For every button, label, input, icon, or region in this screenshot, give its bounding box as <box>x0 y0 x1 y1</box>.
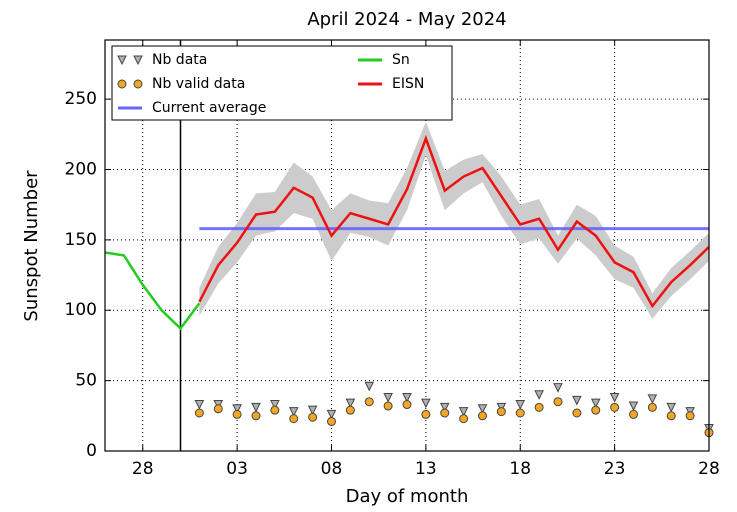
triangle-marker <box>515 400 526 410</box>
triangle-marker <box>270 400 280 410</box>
triangle-marker <box>458 407 469 417</box>
circle-marker <box>515 408 525 418</box>
circle-marker <box>629 409 638 419</box>
triangle-marker <box>288 407 299 417</box>
triangle-marker <box>421 398 431 409</box>
legend-label: EISN <box>392 76 424 92</box>
triangle-marker <box>590 398 601 409</box>
circle-marker <box>647 402 657 412</box>
plot-frame <box>104 39 710 452</box>
circle-marker <box>364 397 374 407</box>
circle-marker <box>421 409 431 419</box>
x-tick-label: 18 <box>509 459 531 479</box>
circle-marker <box>270 405 280 415</box>
legend-box <box>111 45 453 121</box>
triangle-marker <box>232 404 242 414</box>
legend-label: Nb data <box>152 52 207 68</box>
circle-marker <box>345 405 355 415</box>
triangle-marker <box>383 393 393 403</box>
legend-swatch <box>133 79 143 89</box>
y-tick-label: 150 <box>65 230 97 250</box>
x-tick-label: 13 <box>415 459 437 479</box>
x-tick-label: 28 <box>698 459 720 479</box>
chart-title: April 2024 - May 2024 <box>307 9 506 30</box>
y-tick-label: 0 <box>86 441 97 461</box>
y-tick-label: 250 <box>65 89 97 109</box>
circle-marker <box>572 408 582 418</box>
circle-marker <box>308 412 318 422</box>
y-tick-label: 100 <box>65 300 97 320</box>
triangle-marker <box>439 402 450 413</box>
x-tick-label: 23 <box>604 459 626 479</box>
circle-marker <box>327 416 336 426</box>
circle-marker <box>478 411 487 421</box>
triangle-marker <box>364 381 375 392</box>
triangle-marker <box>326 409 337 420</box>
triangle-marker <box>572 395 582 406</box>
circle-marker <box>459 414 469 424</box>
legend-swatch <box>133 55 143 66</box>
legend-label: Current average <box>152 100 266 116</box>
series-line <box>104 251 201 331</box>
triangle-marker <box>402 393 412 403</box>
circle-marker <box>685 411 695 421</box>
circle-marker <box>553 397 563 407</box>
triangle-marker <box>477 404 488 414</box>
circle-marker <box>289 414 299 424</box>
series-line <box>198 134 710 309</box>
x-axis-label: Day of month <box>346 486 469 507</box>
circle-marker <box>232 409 242 419</box>
circle-marker <box>440 408 450 418</box>
triangle-marker <box>194 400 205 410</box>
circle-marker <box>666 411 676 421</box>
error-band <box>199 121 709 319</box>
circle-marker <box>213 404 223 414</box>
legend-swatch <box>117 79 127 89</box>
legend-swatch <box>117 55 127 66</box>
circle-marker <box>251 411 261 421</box>
circle-marker <box>591 405 601 415</box>
y-tick-label: 50 <box>75 371 97 391</box>
y-axis-label: Sunspot Number <box>21 170 42 322</box>
circle-marker <box>383 401 393 411</box>
triangle-marker <box>307 405 318 416</box>
triangle-marker <box>628 401 639 412</box>
x-tick-label: 03 <box>226 459 248 479</box>
circle-marker <box>194 408 204 418</box>
triangle-marker <box>666 402 677 413</box>
circle-marker <box>496 407 506 417</box>
circle-marker <box>610 402 620 412</box>
x-tick-label: 08 <box>321 459 343 479</box>
triangle-marker <box>553 383 563 393</box>
circle-marker <box>534 402 544 412</box>
triangle-marker <box>647 394 658 405</box>
triangle-marker <box>609 393 620 403</box>
triangle-marker <box>345 398 356 409</box>
legend-label: Sn <box>392 52 410 68</box>
triangle-marker <box>251 402 261 413</box>
triangle-marker <box>534 390 544 400</box>
x-tick-label: 28 <box>132 459 154 479</box>
circle-marker <box>402 400 412 410</box>
legend-label: Nb valid data <box>152 76 245 92</box>
y-tick-label: 200 <box>65 159 97 179</box>
